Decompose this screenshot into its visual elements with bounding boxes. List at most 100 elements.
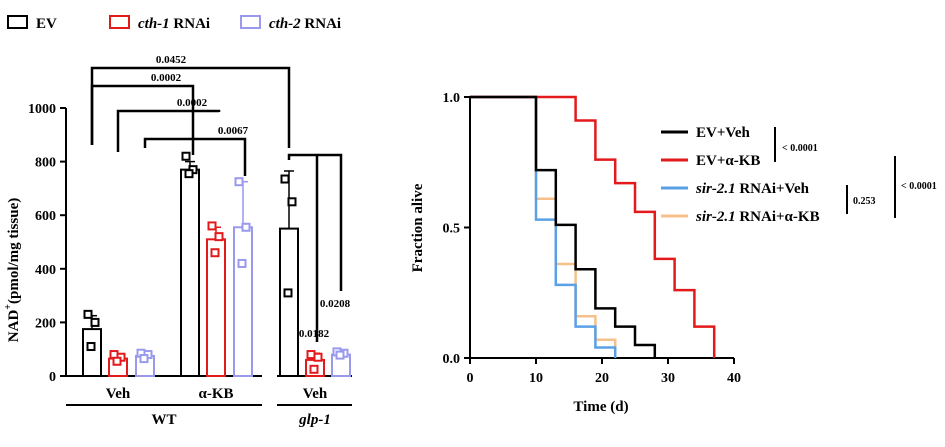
surv-legend-label-rest: EV+Veh [696, 125, 750, 141]
surv-legend-label-rest: RNAi+α-KB [736, 209, 820, 225]
survival-curve [470, 95, 657, 358]
nad-data-point [184, 169, 194, 179]
surv-legend-entry: sir-2.1 RNAi+Veh [661, 181, 810, 197]
bar-legend-label-italic: cth-2 [269, 16, 301, 32]
bar-y-tick-label: 600 [35, 209, 56, 224]
surv-y-tick-label: 1.0 [443, 91, 461, 106]
nad-bar-rect [233, 226, 253, 377]
surv-x-tick-label: 0 [467, 371, 474, 386]
surv-x-axis-label: Time (d) [573, 399, 628, 415]
comparison-line [143, 137, 247, 176]
nad-data-point [181, 151, 191, 161]
comparison-bracket-glp1: 0.0182 0.0208 [287, 153, 351, 342]
bar-super-group-label: WT [151, 412, 176, 428]
nad-data-point [280, 174, 290, 184]
nad-data-point [234, 177, 244, 187]
bar-y-axis-label: NAD+(pmol/mg tissue) [3, 198, 22, 342]
surv-x-tick-label: 40 [727, 371, 741, 386]
bar-legend-label-rest: RNAi [301, 16, 341, 32]
bar-legend-entry: EV [7, 15, 57, 32]
bar-y-tick-label: 1000 [28, 102, 56, 117]
surv-legend-label-rest: EV+α-KB [696, 153, 760, 169]
bar-bars [82, 151, 351, 378]
bar-legend-swatch [7, 15, 28, 29]
surv-pvalue: < 0.0001 [901, 181, 937, 192]
survival-curve [470, 95, 617, 358]
bar-legend-label: cth-2 RNAi [269, 16, 341, 32]
nad-bar [331, 347, 351, 377]
nad-data-point [112, 356, 122, 366]
surv-y-tick-label: 0.0 [443, 352, 461, 367]
nad-data-point [309, 364, 319, 374]
surv-legend-label: EV+Veh [696, 125, 750, 141]
nad-data-point [241, 222, 251, 232]
bar-legend-entry: cth-2 RNAi [240, 15, 341, 32]
surv-legend-label: EV+α-KB [696, 153, 760, 169]
comparison-pvalue: 0.0452 [156, 54, 187, 66]
surv-legend-label: sir-2.1 RNAi+Veh [695, 181, 810, 197]
nad-data-point [335, 350, 345, 360]
bar-y-label-sup: + [3, 304, 14, 310]
nad-bar [279, 170, 299, 377]
nad-bar-rect [206, 238, 226, 377]
bar-y-tick-label: 400 [35, 263, 56, 278]
nad-bar [108, 350, 128, 377]
surv-legend-label: sir-2.1 RNAi+α-KB [695, 209, 820, 225]
surv-pvalues: < 0.0001 0.253 < 0.0001 [774, 127, 937, 218]
comparison-bracket: 0.0067 [143, 125, 249, 176]
bar-group-labels: Veh α-KB Veh WT glp-1 [66, 386, 352, 428]
bar-group-label: Veh [303, 386, 328, 402]
bar-y-tick-label: 800 [35, 156, 56, 171]
comparison-pvalue: 0.0002 [151, 72, 182, 84]
nad-bar [180, 151, 200, 377]
nad-data-point [83, 309, 93, 319]
surv-legend-entry: EV+α-KB [661, 153, 760, 169]
comparison-bracket: 0.0002 [90, 72, 195, 155]
bar-group-label: α-KB [198, 386, 233, 402]
nad-bar [305, 350, 325, 378]
surv-legend-label-italic: sir-2.1 [695, 209, 736, 225]
bar-legend-swatch [240, 15, 261, 29]
bar-legend-label: cth-1 RNAi [138, 16, 210, 32]
nad-data-point [313, 352, 323, 362]
nad-data-point [287, 197, 297, 207]
comparison-line [90, 84, 195, 155]
nad-bar [233, 177, 253, 377]
bar-group-label: Veh [106, 386, 131, 402]
nad-data-point [86, 342, 96, 352]
surv-y-tick-label: 0.5 [443, 222, 461, 237]
bar-y-label-main: NAD [6, 310, 22, 343]
comparison-line [116, 109, 221, 152]
bar-legend-label-plain: EV [36, 16, 57, 32]
bar-comparisons: 0.0452 0.0002 0.0002 0.0067 0.0182 0.0208 [90, 54, 351, 342]
surv-x-tick-label: 10 [529, 371, 543, 386]
surv-pvalue: 0.253 [853, 196, 876, 207]
nad-data-point [237, 258, 247, 268]
bar-legend-label-italic: cth-1 [138, 16, 170, 32]
comparison-pvalue: 0.0208 [320, 298, 351, 310]
surv-legend-entry: sir-2.1 RNAi+α-KB [661, 209, 820, 225]
nad-data-point [306, 350, 316, 360]
nad-bar [135, 348, 155, 377]
surv-pvalue: < 0.0001 [782, 143, 818, 154]
surv-ticks: 0 10 20 30 40 0.0 0.5 1.0 [443, 91, 742, 386]
nad-bar-chart: EV cth-1 RNAi cth-2 RNAi NAD+(pmol/mg tiss… [3, 15, 352, 428]
survival-curve [470, 95, 716, 358]
nad-bar [206, 221, 226, 377]
surv-lines [470, 95, 716, 358]
surv-legend-label-italic: sir-2.1 [695, 181, 736, 197]
comparison-bracket: 0.0002 [116, 97, 221, 152]
nad-bar-rect [279, 227, 299, 377]
surv-x-tick-label: 20 [595, 371, 609, 386]
bar-y-tick-label: 200 [35, 316, 56, 331]
comparison-pvalue: 0.0067 [218, 125, 249, 137]
bar-legend-label-rest: RNAi [170, 16, 210, 32]
nad-data-point [139, 354, 149, 364]
comparison-pvalue: 0.0002 [177, 97, 208, 109]
bar-legend-swatch [109, 15, 130, 29]
nad-data-point [90, 317, 100, 327]
comparison-pvalue: 0.0182 [299, 328, 330, 340]
survival-chart: Fraction alive 0 10 20 30 40 0.0 0.5 1.0 Time (… [410, 91, 937, 415]
